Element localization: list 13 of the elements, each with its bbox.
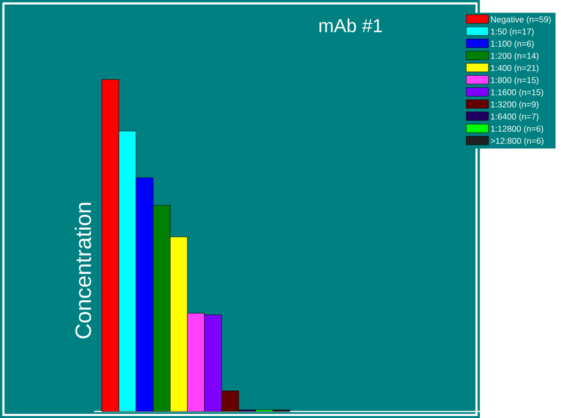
chart-title: mAb #1 bbox=[319, 18, 382, 32]
y-axis-title: Concentration bbox=[74, 202, 92, 338]
legend-label: 1:3200 (n=9) bbox=[491, 101, 538, 109]
legend-label: 1:800 (n=15) bbox=[491, 76, 538, 85]
legend-label: 1:1600 (n=15) bbox=[491, 88, 544, 97]
legend-label: 1:100 (n=6) bbox=[491, 40, 534, 48]
legend-label: >12:800 (n=6) bbox=[490, 137, 544, 146]
legend-label: 1:50 (n=17) bbox=[491, 28, 534, 36]
legend-label: 1:400 (n=21) bbox=[491, 64, 538, 73]
legend-label: 1:200 (n=14) bbox=[491, 52, 538, 60]
legend-label: Negative (n=59) bbox=[491, 16, 551, 24]
legend-label: 1:6400 (n=7) bbox=[491, 113, 538, 122]
legend-label: 1:12800 (n=6) bbox=[491, 125, 544, 134]
